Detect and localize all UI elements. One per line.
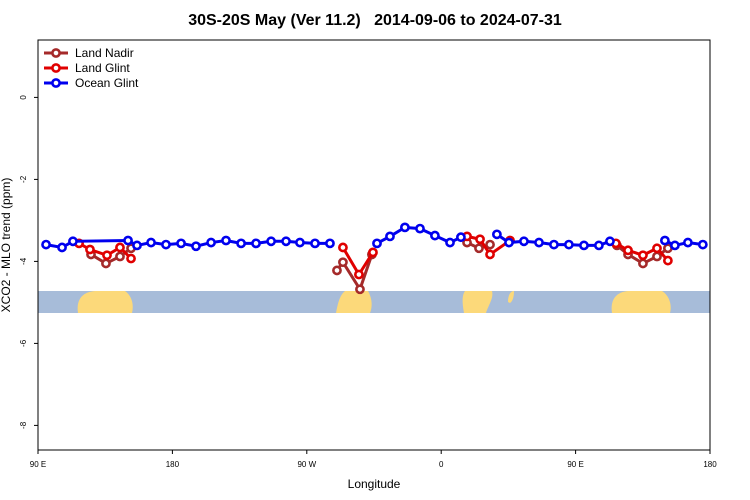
data-point	[161, 239, 171, 250]
data-point	[593, 240, 604, 251]
data-point	[57, 242, 67, 253]
land-shape	[508, 291, 514, 303]
legend-marker	[51, 78, 61, 88]
x-tick-label: 180	[166, 460, 180, 469]
data-point	[534, 237, 544, 248]
data-point	[41, 239, 51, 250]
data-point	[126, 253, 136, 264]
data-point	[492, 229, 502, 240]
data-point	[579, 240, 589, 251]
data-point	[221, 235, 231, 246]
data-point	[115, 251, 125, 262]
data-point	[638, 258, 648, 269]
x-tick-label: 90 W	[297, 460, 316, 469]
data-point	[102, 250, 112, 261]
data-point	[400, 222, 410, 233]
data-point	[638, 250, 648, 261]
plot-frame	[37, 39, 711, 451]
data-point	[176, 238, 186, 249]
x-axis-label: Longitude	[348, 477, 401, 491]
series-line	[90, 241, 669, 293]
data-point	[68, 236, 78, 247]
y-axis-label: XCO2 - MLO trend (ppm)	[0, 178, 13, 313]
legend-marker	[51, 63, 61, 73]
data-point	[85, 244, 95, 255]
data-point	[281, 236, 291, 247]
data-point	[456, 232, 466, 243]
y-tick-label: -6	[19, 339, 28, 347]
data-point	[445, 237, 455, 248]
land-shape	[336, 291, 372, 313]
x-tick-label: 90 E	[567, 460, 583, 469]
land-shape	[462, 291, 493, 313]
y-tick-label: 0	[19, 95, 28, 100]
data-point	[475, 234, 485, 245]
chart-title: 30S-20S May (Ver 11.2) 2014-09-06 to 202…	[188, 12, 562, 29]
data-point	[519, 236, 529, 247]
data-point	[332, 265, 342, 276]
data-point	[430, 230, 440, 241]
data-point	[660, 235, 670, 246]
data-point	[385, 231, 395, 242]
data-point	[354, 269, 364, 280]
y-tick-label: -4	[19, 257, 28, 265]
data-point	[115, 242, 125, 253]
y-tick-label: -8	[19, 421, 28, 429]
data-point	[563, 239, 574, 250]
x-tick-label: 0	[439, 460, 444, 469]
x-tick-label: 180	[703, 460, 717, 469]
data-point	[549, 239, 559, 250]
data-point	[338, 242, 348, 253]
legend-label: Ocean Glint	[75, 76, 139, 90]
legend-marker	[51, 48, 61, 58]
data-point	[236, 238, 246, 249]
data-point	[206, 237, 216, 248]
ocean-band	[38, 291, 710, 313]
data-point	[697, 239, 708, 250]
data-point	[415, 223, 425, 234]
data-point	[623, 245, 633, 256]
data-point	[605, 236, 615, 247]
y-tick-label: -2	[19, 175, 28, 183]
legend-label: Land Nadir	[75, 46, 134, 60]
data-point	[123, 235, 133, 246]
data-point	[662, 255, 673, 266]
data-point	[251, 238, 261, 249]
data-point	[146, 237, 156, 248]
data-point	[295, 237, 305, 248]
data-point	[504, 237, 514, 248]
data-point	[682, 237, 693, 248]
data-point	[355, 284, 365, 295]
data-point	[670, 240, 680, 251]
data-point	[191, 241, 201, 252]
data-point	[485, 239, 495, 250]
data-point	[652, 251, 662, 262]
data-point	[266, 236, 277, 247]
land-strip	[38, 291, 710, 313]
data-point	[652, 243, 662, 254]
x-tick-label: 90 E	[30, 460, 46, 469]
plot-area	[41, 222, 708, 295]
legend-label: Land Glint	[75, 61, 130, 75]
data-point	[338, 257, 348, 268]
data-point	[310, 238, 320, 249]
data-point	[132, 240, 142, 251]
data-point	[325, 238, 335, 249]
data-point	[474, 243, 484, 254]
land-shape	[77, 291, 133, 313]
land-shape	[611, 291, 671, 313]
data-point	[485, 249, 495, 260]
data-point	[101, 258, 111, 269]
data-point	[372, 238, 382, 249]
data-point	[368, 247, 378, 258]
